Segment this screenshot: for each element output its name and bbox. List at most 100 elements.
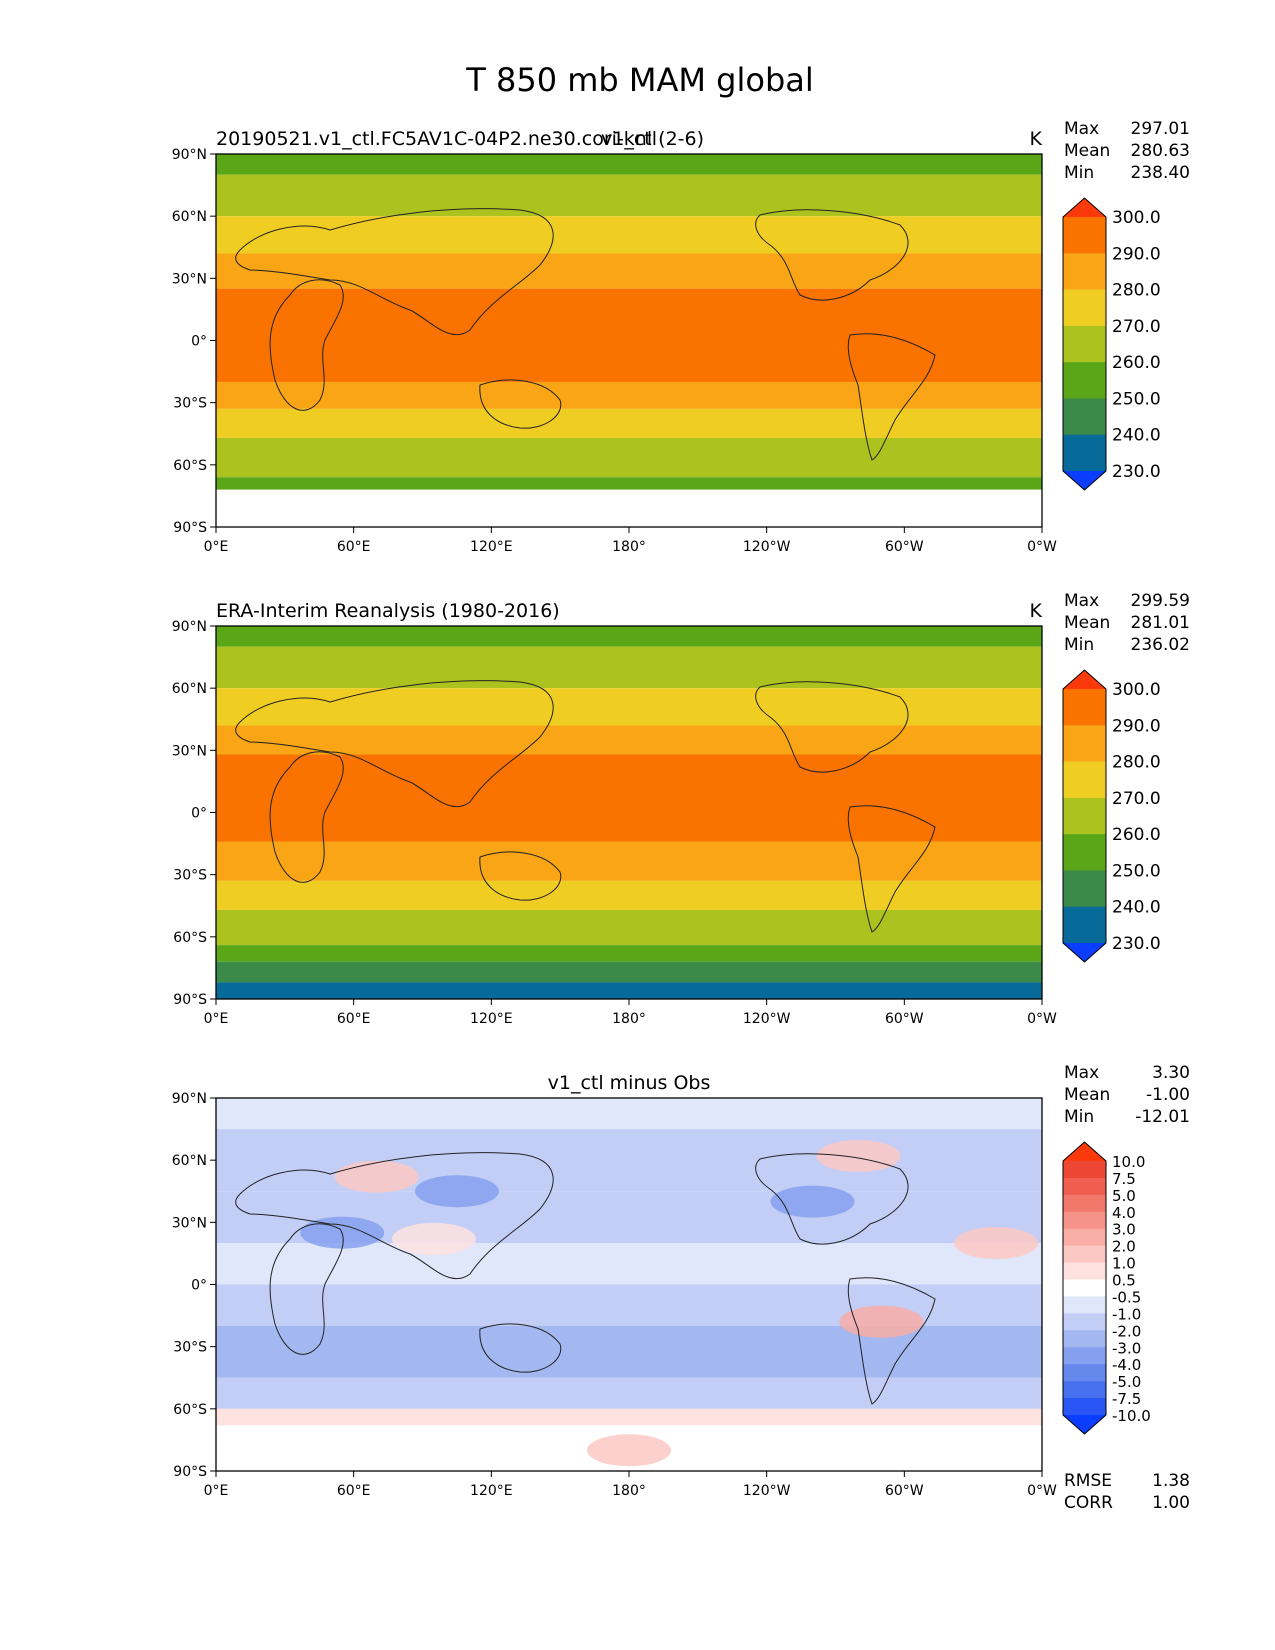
lon-tick-label: 0°E [204, 539, 229, 555]
panel-center-title: v1_ctl minus Obs [548, 1072, 711, 1094]
colorbar-tick-label: 3.0 [1112, 1221, 1136, 1239]
colorbar-segment [1063, 1347, 1106, 1365]
figure-title: T 850 mb MAM global [465, 61, 814, 99]
colorbar-tick-label: 250.0 [1112, 389, 1161, 409]
colorbar-tick-label: 2.0 [1112, 1238, 1136, 1256]
stat-value: 236.02 [1131, 635, 1190, 655]
stat-value: 299.59 [1131, 591, 1190, 611]
colorbar-segment [1063, 1177, 1106, 1196]
panel-diff: 0°E 60°E 120°E 180° 120°W 60°W 0°W 90°N 60°N 30°N… [172, 1063, 1190, 1513]
colorbar-segment [1063, 1194, 1106, 1213]
lat-tick-label: 30°S [173, 396, 207, 412]
lon-tick-label: 0°W [1027, 539, 1057, 555]
stat-label: Max [1064, 591, 1099, 611]
lat-tick-label: 30°N [172, 743, 207, 759]
colorbar-segment [1063, 1313, 1106, 1331]
map-area [216, 1098, 1042, 1471]
stat-label: Min [1064, 163, 1094, 183]
colorbar-tick-label: 240.0 [1112, 898, 1161, 918]
lat-tick-label: 0° [191, 806, 207, 822]
lon-tick-label: 60°E [337, 1483, 371, 1499]
lat-tick-label: 0° [191, 1278, 207, 1294]
lat-tick-label: 30°N [172, 1215, 207, 1231]
panel-center-title: v1_ctl [601, 128, 657, 150]
colorbar-segment [1063, 398, 1106, 436]
map-area [216, 154, 1042, 527]
colorbar-segment [1063, 1262, 1106, 1281]
colorbar-tick-label: -10.0 [1112, 1407, 1151, 1425]
heatmap-band [216, 381, 1042, 409]
lon-tick-label: 60°W [885, 1011, 924, 1027]
colorbar-tick-label: 270.0 [1112, 789, 1161, 809]
lon-tick-label: 60°W [885, 1483, 924, 1499]
colorbar-segment [1063, 1161, 1106, 1179]
colorbar-tick-label: 230.0 [1112, 934, 1161, 954]
colorbar-max-extension [1063, 670, 1106, 689]
stat-value: -12.01 [1135, 1107, 1190, 1127]
colorbar-tick-label: 300.0 [1112, 208, 1161, 228]
heatmap-band [216, 174, 1042, 217]
colorbar-outline [1062, 197, 1107, 491]
colorbar-tick-label: 250.0 [1112, 861, 1161, 881]
colorbar-tick-label: 290.0 [1112, 244, 1161, 264]
metric-label: CORR [1064, 1493, 1113, 1513]
anomaly-patch [816, 1140, 901, 1173]
lat-tick-label: 90°N [172, 619, 207, 635]
anomaly-patch [334, 1160, 419, 1193]
colorbar-segment [1063, 870, 1106, 908]
metric-value: 1.00 [1152, 1493, 1190, 1513]
stat-value: 3.30 [1152, 1063, 1190, 1083]
colorbar-segment [1063, 1398, 1106, 1416]
colorbar-tick-label: 240.0 [1112, 426, 1161, 446]
panel-units: K [1030, 600, 1043, 622]
stat-label: Min [1064, 635, 1094, 655]
colorbar-tick-label: 290.0 [1112, 716, 1161, 736]
stat-value: 297.01 [1131, 119, 1190, 139]
heatmap-band [216, 437, 1042, 478]
colorbar-segment [1063, 725, 1106, 763]
colorbar-segment [1063, 1330, 1106, 1348]
heatmap-band [216, 626, 1042, 647]
heatmap-band [216, 253, 1042, 289]
anomaly-patch [770, 1185, 855, 1218]
lat-tick-label: 30°N [172, 271, 207, 287]
panel-model: 0°E 60°E 120°E 180° 120°W 60°W 0°W 90°N 60°N 30°N… [172, 119, 1190, 555]
lat-tick-label: 30°S [173, 868, 207, 884]
heatmap-band [216, 880, 1042, 910]
heatmap-band [216, 216, 1042, 254]
lat-tick-label: 60°N [172, 209, 207, 225]
colorbar-segment [1063, 362, 1106, 399]
colorbar-tick-label: 4.0 [1112, 1204, 1136, 1222]
colorbar-segment [1063, 325, 1106, 363]
colorbar-segment [1063, 1211, 1106, 1230]
heatmap-band [216, 408, 1042, 438]
colorbar-max-extension [1063, 198, 1106, 217]
heatmap-band [216, 646, 1042, 689]
colorbar-tick-label: 280.0 [1112, 753, 1161, 773]
lat-tick-label: 90°S [173, 992, 207, 1008]
colorbar-min-extension [1063, 1415, 1106, 1434]
lat-tick-label: 60°N [172, 1153, 207, 1169]
lon-tick-label: 120°W [743, 1483, 791, 1499]
colorbar-segment [1063, 1245, 1106, 1264]
lon-tick-label: 60°W [885, 539, 924, 555]
colorbar-segment [1063, 797, 1106, 835]
colorbar-tick-label: 0.5 [1112, 1272, 1136, 1290]
stat-label: Mean [1064, 1085, 1110, 1105]
colorbar-segment [1063, 289, 1106, 327]
colorbar-tick-label: 270.0 [1112, 317, 1161, 337]
stat-value: 280.63 [1131, 141, 1190, 161]
anomaly-patch [839, 1305, 924, 1338]
colorbar-tick-label: 10.0 [1112, 1153, 1145, 1171]
lat-tick-label: 90°N [172, 1091, 207, 1107]
heatmap-band [216, 1098, 1042, 1130]
panel-left-label: 20190521.v1_ctl.FC5AV1C-04P2.ne30.cori-k… [216, 128, 704, 150]
heatmap-band [216, 1408, 1042, 1426]
heatmap-band [216, 982, 1042, 999]
colorbar-tick-label: 300.0 [1112, 680, 1161, 700]
lon-tick-label: 60°E [337, 539, 371, 555]
colorbar-outline [1062, 1141, 1107, 1435]
lat-tick-label: 30°S [173, 1340, 207, 1356]
lon-tick-label: 180° [612, 1483, 646, 1499]
